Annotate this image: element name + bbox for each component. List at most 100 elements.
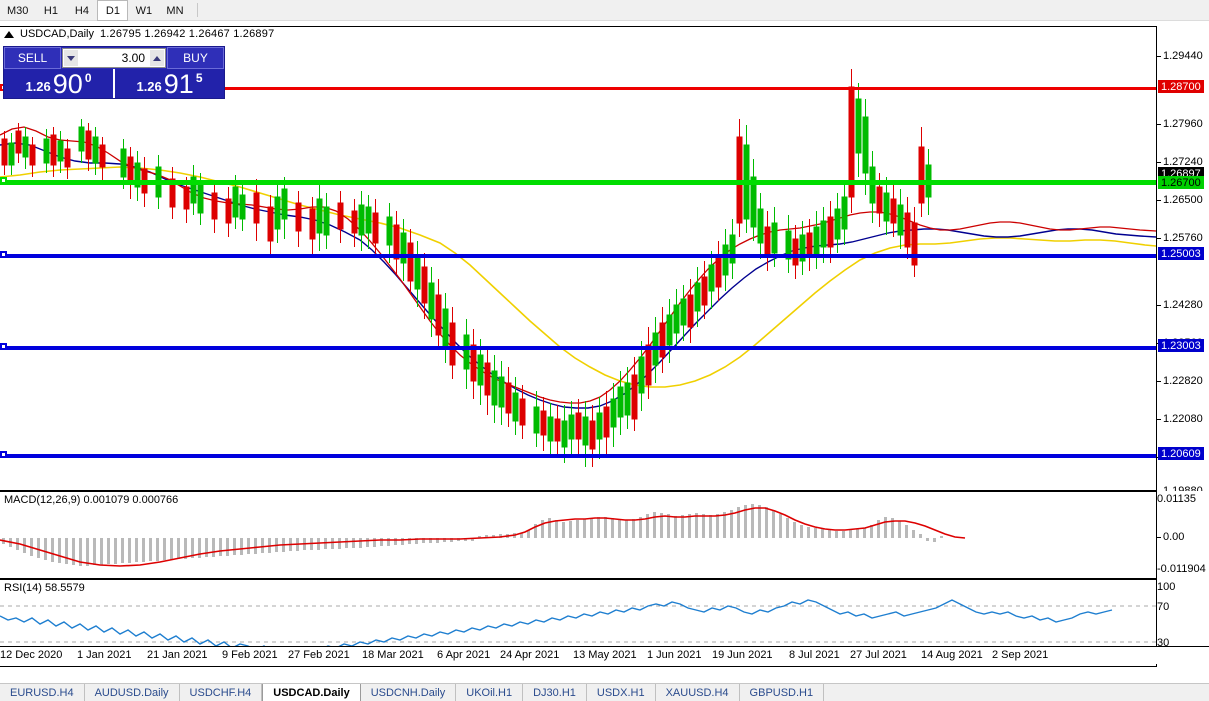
candlestick-plot [0,69,1156,467]
tab-gbpusd-h1[interactable]: GBPUSD.H1 [740,684,825,701]
time-label: 27 Feb 2021 [288,649,350,661]
level-anchor-square[interactable] [0,177,7,184]
rsi-tick: 100 [1157,581,1176,593]
timeframe-mn[interactable]: MN [166,4,184,17]
toolbar-divider [196,3,198,17]
rsi-plot [0,599,1156,655]
chart-symbol-header: USDCAD,Daily 1.26795 1.26942 1.26467 1.2… [0,27,274,41]
price-level-tag-resistance[interactable]: 1.28700 [1158,80,1204,93]
price-tick: 1.27240 [1157,156,1203,168]
time-label: 9 Feb 2021 [222,649,278,661]
macd-label: MACD(12,26,9) 0.001079 0.000766 [4,494,179,506]
time-scale[interactable]: 12 Dec 2020 1 Jan 2021 21 Jan 2021 9 Feb… [0,646,1209,664]
tab-eurusd-h4[interactable]: EURUSD.H4 [0,684,85,701]
price-tick: 1.26500 [1157,194,1203,206]
volume-decrease-button[interactable] [63,49,79,67]
tab-ukoil-h1[interactable]: UKOil.H1 [456,684,524,701]
time-label: 19 Jun 2021 [712,649,773,661]
timeframe-toolbar: M30 H1 H4 D1 W1 MN [0,0,1209,21]
macd-tick: 0.00 [1157,531,1184,543]
rsi-line [0,599,1113,655]
tab-dj30-h1[interactable]: DJ30.H1 [523,684,587,701]
oct-controls-row: SELL 3.00 BUY [4,47,224,69]
sell-price-fraction: 0 [84,71,92,85]
oct-prices-row: 1.26 90 0 1.26 91 5 [4,69,224,98]
sell-price-main: 90 [52,69,83,99]
time-label: 1 Jun 2021 [647,649,702,661]
macd-signal-line [0,507,966,567]
chart-symbol-label: USDCAD,Daily [20,28,94,40]
ma-fast-red-line [0,126,1156,404]
chart-ohlc-values: 1.26795 1.26942 1.26467 1.26897 [99,28,275,40]
timeframe-w1[interactable]: W1 [135,4,153,17]
macd-plot [0,504,966,567]
price-tick: 1.22080 [1157,413,1203,425]
level-line-support-12060[interactable] [0,451,1156,458]
price-level-tag-support-1230[interactable]: 1.23003 [1158,339,1204,352]
volume-increase-button[interactable] [149,49,165,67]
buy-price-display[interactable]: 1.26 91 5 [113,69,224,98]
sell-price-prefix: 1.26 [25,79,51,94]
tab-xauusd-h4[interactable]: XAUUSD.H4 [656,684,740,701]
chart-area[interactable]: USDCAD,Daily 1.26795 1.26942 1.26467 1.2… [0,21,1209,683]
macd-histogram [2,504,943,566]
macd-tick: 0.01135 [1157,493,1196,505]
level-anchor-square[interactable] [0,343,7,350]
buy-button[interactable]: BUY [167,47,224,69]
timeframe-m30[interactable]: M30 [7,4,29,17]
time-label: 2 Sep 2021 [992,649,1049,661]
price-tick: 1.27960 [1157,118,1203,130]
tab-usdcnh-daily[interactable]: USDCNH.Daily [361,684,457,701]
volume-stepper[interactable]: 3.00 [62,48,166,68]
level-anchor-square[interactable] [0,451,7,458]
tab-usdcad-daily[interactable]: USDCAD.Daily [262,684,361,701]
sell-price-display[interactable]: 1.26 90 0 [4,69,113,98]
time-label: 18 Mar 2021 [362,649,424,661]
price-level-tag-support-1250[interactable]: 1.25003 [1158,247,1204,260]
level-line-current-1267[interactable] [0,177,1156,185]
time-label: 6 Apr 2021 [437,649,491,661]
macd-tick: -0.011904 [1157,563,1206,575]
price-scale[interactable]: 1.29440 1.27960 1.27240 1.26500 1.25760 … [1156,26,1209,497]
volume-input[interactable]: 3.00 [79,49,149,67]
timeframe-h1[interactable]: H1 [43,4,58,17]
price-level-tag-current[interactable]: 1.26700 [1158,176,1204,189]
time-label: 24 Apr 2021 [500,649,560,661]
chevron-down-icon [67,55,75,61]
one-click-trading-panel[interactable]: SELL 3.00 BUY 1.26 90 0 1.26 91 5 [3,46,225,99]
buy-price-main: 91 [163,69,194,99]
timeframe-d1[interactable]: D1 [97,0,129,21]
macd-scale: 0.01135 0.00 -0.011904 [1156,491,1209,579]
buy-price-fraction: 5 [195,71,203,85]
price-tick: 1.29440 [1157,50,1203,62]
rsi-tick: 70 [1157,601,1170,613]
tab-audusd-daily[interactable]: AUDUSD.Daily [85,684,180,701]
price-pane[interactable] [0,26,1156,491]
macd-pane[interactable]: MACD(12,26,9) 0.001079 0.000766 [0,491,1156,579]
time-label: 14 Aug 2021 [921,649,983,661]
level-line-support-12500[interactable] [0,251,1156,258]
time-label: 12 Dec 2020 [0,649,63,661]
price-tick: 1.22820 [1157,375,1203,387]
time-label: 27 Jul 2021 [850,649,907,661]
triangle-up-icon [4,30,14,38]
level-line-support-12300[interactable] [0,343,1156,350]
sell-button[interactable]: SELL [4,47,61,69]
chart-tabs-bar: EURUSD.H4 AUDUSD.Daily USDCHF.H4 USDCAD.… [0,683,1209,701]
time-label: 21 Jan 2021 [147,649,208,661]
rsi-label: RSI(14) 58.5579 [4,582,85,594]
buy-price-prefix: 1.26 [136,79,162,94]
timeframe-h4[interactable]: H4 [74,4,89,17]
tab-usdx-h1[interactable]: USDX.H1 [587,684,656,701]
price-tick: 1.24280 [1157,299,1203,311]
price-level-tag-support-1206[interactable]: 1.20609 [1158,447,1204,460]
tab-usdchf-h4[interactable]: USDCHF.H4 [180,684,263,701]
time-label: 8 Jul 2021 [789,649,840,661]
price-tick: 1.25760 [1157,232,1203,244]
time-label: 1 Jan 2021 [77,649,132,661]
time-label: 13 May 2021 [573,649,637,661]
level-anchor-square[interactable] [0,251,7,258]
candlestick-series [1,69,932,467]
chevron-up-icon [153,55,161,61]
